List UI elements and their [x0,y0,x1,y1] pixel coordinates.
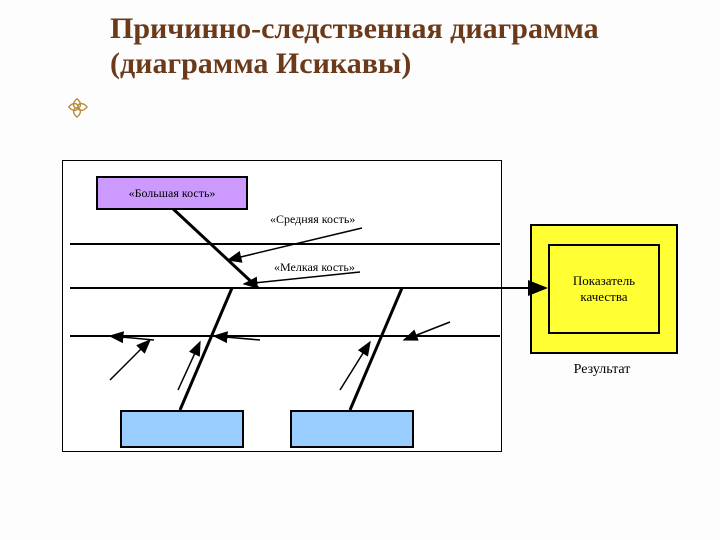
slide: { "title": { "text": "Причинно-следствен… [0,0,720,540]
bone-label: «Средняя кость» [270,212,355,227]
category-box [120,410,244,448]
result-box-inner: Показатель качества [548,244,660,334]
page-title: Причинно-следственная диаграмма (диаграм… [110,12,670,81]
result-label: Показатель качества [550,273,658,305]
category-box [290,410,414,448]
result-caption: Результат [542,362,662,378]
ornament-icon [66,96,88,118]
bone-label: «Мелкая кость» [274,260,355,275]
title-text: Причинно-следственная диаграмма (диаграм… [110,12,599,80]
category-box: «Большая кость» [96,176,248,210]
